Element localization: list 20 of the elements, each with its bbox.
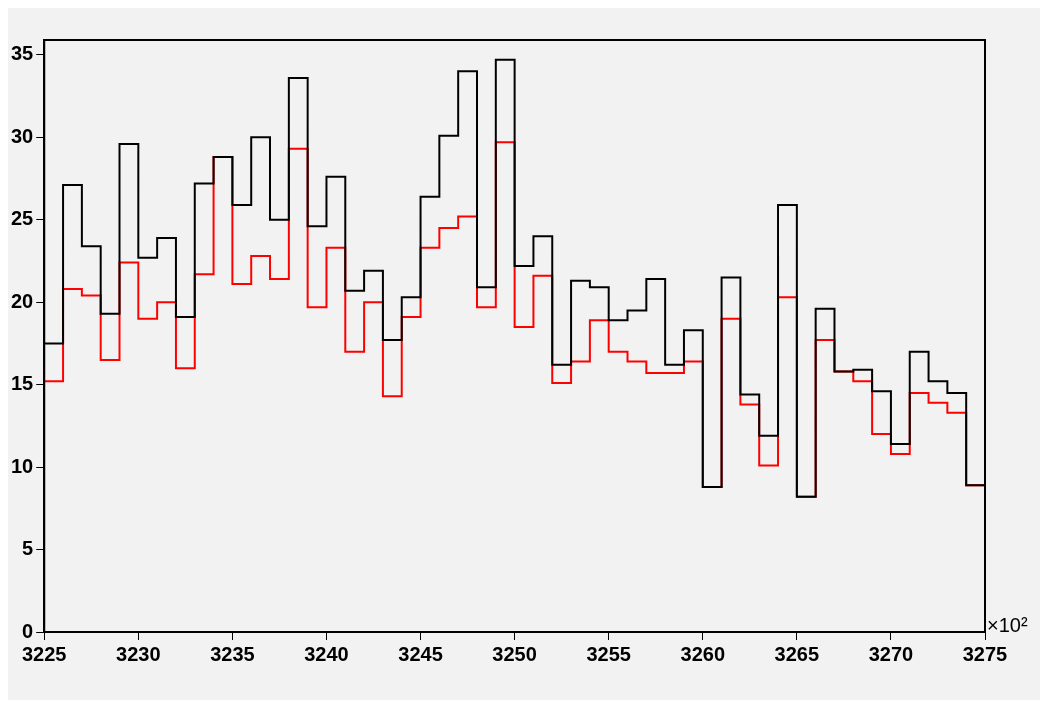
x-tick-label: 3245 <box>398 642 443 665</box>
x-tick-label: 3265 <box>774 642 820 665</box>
x-tick-label: 3270 <box>868 642 914 665</box>
y-tick-label: 30 <box>11 124 34 147</box>
x-tick-label: 3255 <box>586 642 631 665</box>
x-tick-label: 3250 <box>492 642 537 665</box>
y-tick-label: 35 <box>11 42 34 65</box>
x-tick-label: 3260 <box>680 642 726 665</box>
x-tick-label: 3225 <box>22 642 67 665</box>
y-tick-label: 0 <box>22 619 34 642</box>
y-tick-label: 10 <box>11 454 34 477</box>
y-tick-label: 15 <box>11 372 34 395</box>
y-tick-label: 25 <box>11 207 34 230</box>
x-tick-label: 3240 <box>304 642 349 665</box>
x-tick-label: 3230 <box>116 642 161 665</box>
x-tick-label: 3235 <box>210 642 255 665</box>
x-tick-label: 3275 <box>962 642 1008 665</box>
y-tick-label: 5 <box>22 537 34 560</box>
y-tick-label: 20 <box>11 289 34 312</box>
text: ×10² <box>987 613 1028 636</box>
